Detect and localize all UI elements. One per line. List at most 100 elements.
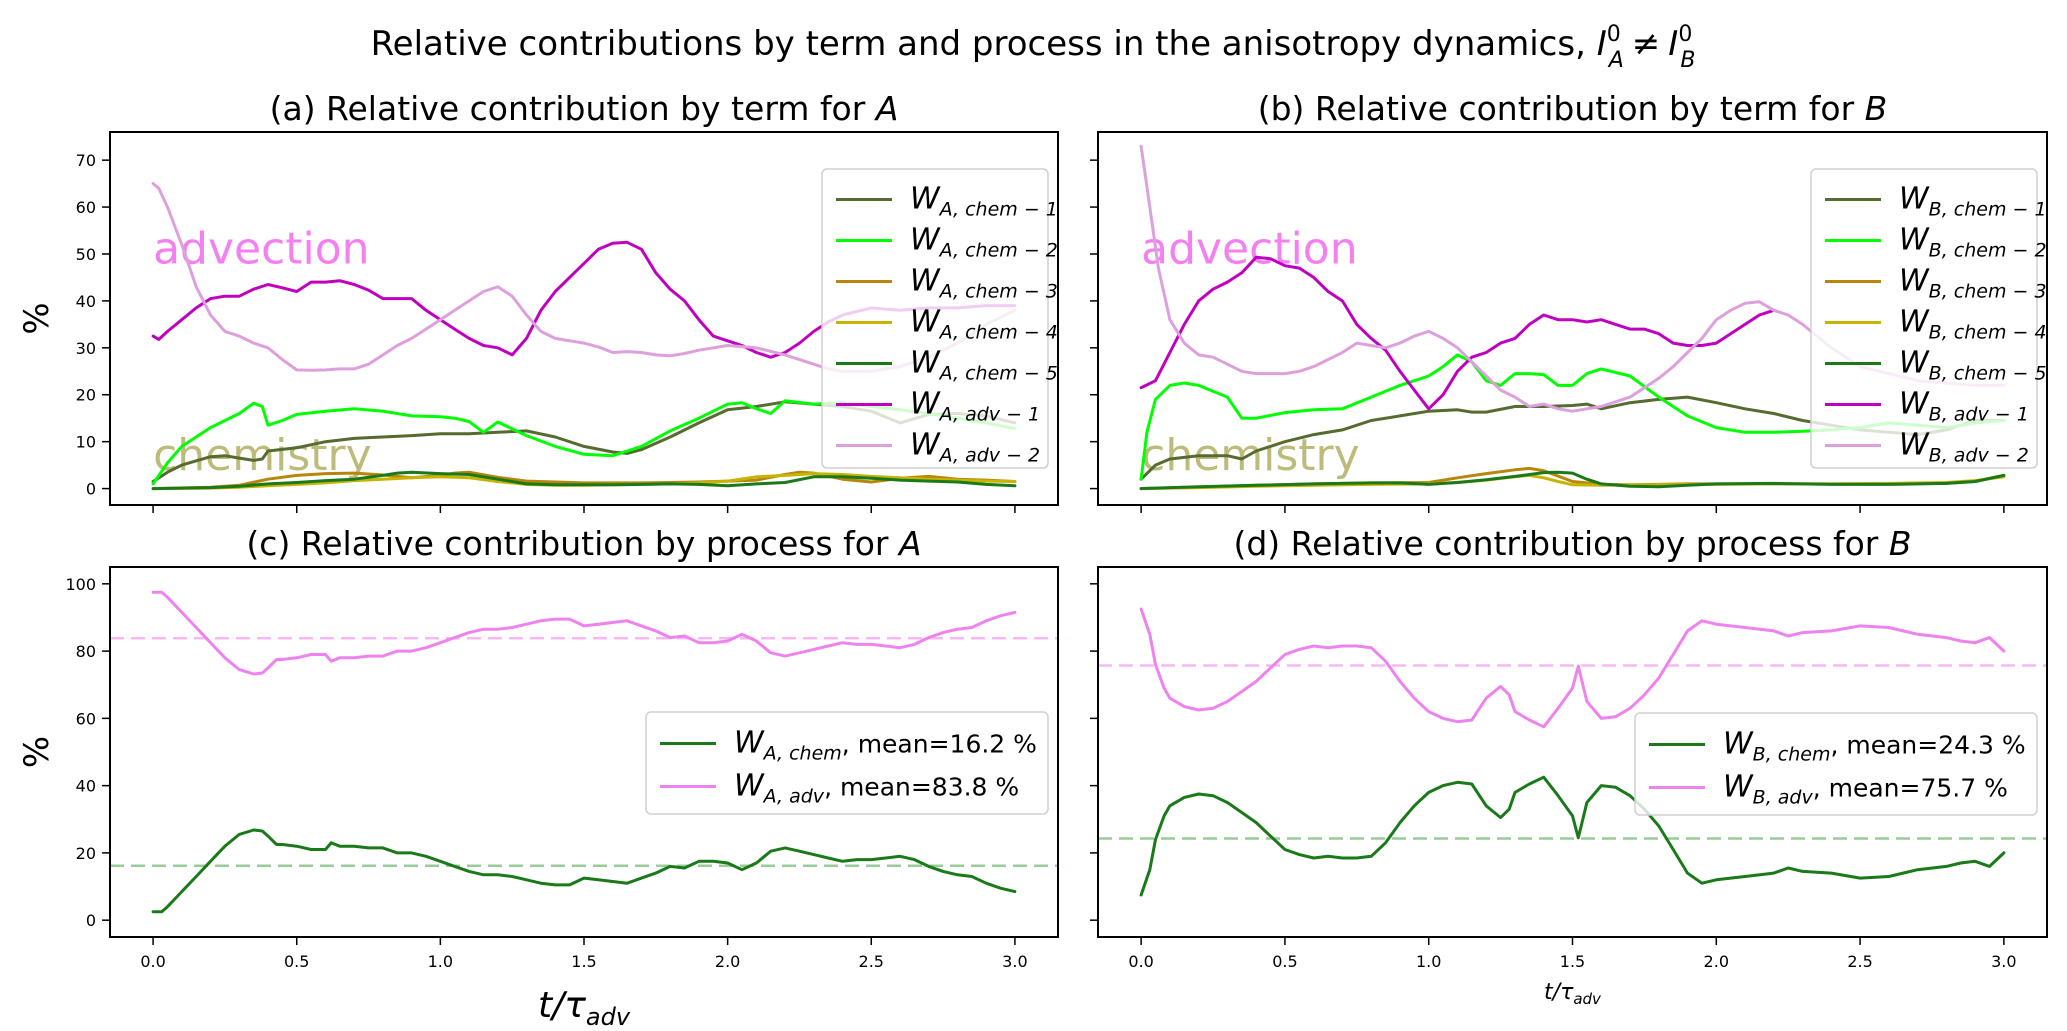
legend-label-sub: A, adv − 1	[938, 404, 1040, 426]
y-tick-label: 50	[76, 245, 96, 264]
legend-label-sub: A, adv − 2	[938, 445, 1040, 467]
legend-item: WB, chem − 4	[1825, 305, 2047, 344]
y-tick-label: 100	[65, 575, 96, 594]
legend-label: WB, chem − 4	[1899, 305, 2047, 344]
legend-label-main: W	[910, 305, 941, 340]
legend-label: WB, chem, mean=24.3 %	[1723, 727, 2026, 766]
legend-label-main: W	[1899, 305, 1930, 340]
legend-label: WA, adv, mean=83.8 %	[734, 769, 1019, 808]
legend-label-main: W	[1723, 727, 1754, 762]
legend-item: WA, chem − 2	[836, 223, 1058, 262]
suptitle-math-lhs-sub: A	[1607, 48, 1624, 73]
legend-label-rest: , mean=75.7 %	[1813, 774, 2008, 803]
x-tick-label: 2.5	[859, 952, 884, 971]
series-line-b-adv-1	[1139, 255, 1776, 411]
legend-item: WB, adv, mean=75.7 %	[1649, 770, 2008, 809]
y-tick-label: 80	[76, 642, 96, 661]
legend-label: WB, chem − 3	[1899, 264, 2047, 303]
legend-label-main: W	[1899, 182, 1930, 217]
x-tick-label: 0.5	[284, 952, 309, 971]
legend-label-rest: , mean=83.8 %	[824, 773, 1019, 802]
suptitle-math-rel: ≠	[1632, 24, 1661, 64]
suptitle-math-lhs: I	[1597, 24, 1607, 64]
x-axis-label-main: t/τ	[538, 985, 586, 1026]
x-tick-label: 2.0	[715, 952, 740, 971]
legend-label-sub: B, chem − 3	[1929, 281, 2047, 303]
legend-item: WA, adv − 2	[836, 428, 1040, 467]
series-group	[151, 182, 1017, 491]
series-line-a-chem-5	[151, 470, 1017, 491]
y-tick-label: 60	[76, 709, 96, 728]
series-group	[1139, 607, 2006, 897]
legend-item: WA, chem − 5	[836, 346, 1058, 385]
y-axis-label: %	[17, 302, 57, 334]
x-tick-label: 0.0	[140, 952, 165, 971]
panel-title: (b) Relative contribution by term for B	[1258, 89, 1888, 128]
legend-label: WA, chem − 2	[910, 223, 1058, 262]
panel-title: (d) Relative contribution by process for…	[1233, 524, 1911, 563]
panel-title-var: A	[897, 524, 922, 563]
x-tick-label: 1.0	[428, 952, 453, 971]
legend-label-sub: B, chem − 5	[1929, 363, 2047, 385]
series-line-a-adv	[151, 590, 1017, 676]
legend: WA, chem − 1WA, chem − 2WA, chem − 3WA, …	[821, 168, 1058, 469]
x-tick-label: 1.0	[1416, 952, 1441, 971]
series-line-b-adv	[1139, 607, 2006, 729]
x-tick-label: 3.0	[1991, 952, 2016, 971]
legend-frame	[1810, 168, 2038, 469]
legend-label-main: W	[734, 769, 765, 804]
x-tick-label: 1.5	[571, 952, 596, 971]
y-tick-label: 10	[76, 433, 96, 452]
legend-item: WB, chem − 5	[1825, 346, 2047, 385]
x-tick-label: 1.5	[1560, 952, 1585, 971]
panel-title-var: B	[1865, 89, 1888, 128]
legend-label-sub: A, chem	[762, 743, 842, 765]
suptitle-math-rhs-sub: B	[1680, 48, 1695, 73]
x-tick-label: 0.0	[1128, 952, 1153, 971]
legend-item: WA, chem − 3	[836, 264, 1058, 303]
panel-title: (a) Relative contribution by term for A	[270, 89, 899, 128]
x-tick-label: 3.0	[1002, 952, 1027, 971]
legend-item: WB, chem, mean=24.3 %	[1649, 727, 2026, 766]
y-axis-label: %	[17, 736, 57, 768]
y-tick-label: 0	[86, 911, 96, 930]
suptitle-text: Relative contributions by term and proce…	[371, 24, 1597, 64]
legend-label: WB, chem − 2	[1899, 223, 2047, 262]
x-axis-label: t/τadv	[538, 985, 631, 1031]
legend: WB, chem, mean=24.3 %WB, adv, mean=75.7 …	[1634, 712, 2038, 816]
legend-label-sub: A, chem − 4	[938, 322, 1058, 344]
legend-frame	[645, 711, 1049, 815]
legend-label-main: W	[1899, 223, 1930, 258]
suptitle-math-lhs-sup: 0	[1607, 22, 1621, 47]
suptitle-math-rhs-sup: 0	[1678, 22, 1692, 47]
x-tick-label: 2.0	[1704, 952, 1729, 971]
legend-label: WB, chem − 5	[1899, 346, 2047, 385]
legend-label-sub: B, adv − 2	[1929, 445, 2029, 467]
legend-label-sub: B, adv	[1753, 787, 1814, 809]
legend-item: WA, chem − 1	[836, 182, 1058, 221]
y-tick-label: 20	[76, 844, 96, 863]
legend-label-main: W	[910, 387, 941, 422]
series-line-b-chem-5	[1139, 470, 2006, 491]
legend-item: WB, adv − 1	[1825, 387, 2029, 426]
legend-label-sub: B, adv − 1	[1929, 404, 2029, 426]
y-tick-label: 0	[86, 480, 96, 499]
legend-label-sub: A, adv	[762, 786, 825, 808]
x-axis-label-sub: adv	[586, 1003, 631, 1031]
legend-label-main: W	[910, 346, 941, 381]
legend-label-main: W	[1899, 387, 1930, 422]
legend-item: WB, adv − 2	[1825, 428, 2029, 467]
panel-title-text: (c) Relative contribution by process for	[246, 524, 899, 563]
legend-item: WB, chem − 2	[1825, 223, 2047, 262]
legend-item: WA, chem − 4	[836, 305, 1058, 344]
x-axis-label-sub: adv	[1573, 990, 1602, 1008]
legend-label-rest: , mean=16.2 %	[842, 730, 1037, 759]
legend-label-main: W	[1899, 428, 1930, 463]
panel-title: (c) Relative contribution by process for…	[246, 524, 921, 563]
legend-label-main: W	[1723, 770, 1754, 805]
legend-label: WB, adv − 1	[1899, 387, 2029, 426]
legend-label-rest: , mean=24.3 %	[1830, 731, 2025, 760]
panel-c: (c) Relative contribution by process for…	[17, 524, 1059, 1031]
legend-item: WB, chem − 1	[1825, 182, 2047, 221]
